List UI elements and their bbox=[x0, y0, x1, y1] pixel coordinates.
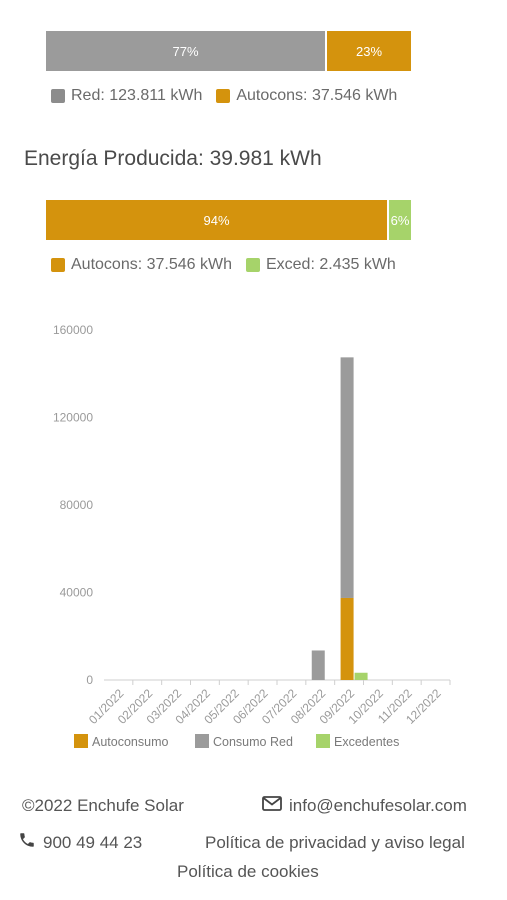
legend-item-autocons: Autocons: 37.546 kWh bbox=[51, 256, 232, 274]
consumption-legend: Red: 123.811 kWh Autocons: 37.546 kWh bbox=[51, 87, 411, 105]
legend-swatch bbox=[51, 258, 65, 272]
legend-label: Autocons: 37.546 kWh bbox=[71, 256, 232, 273]
email-text: info@enchufesolar.com bbox=[289, 796, 467, 815]
bar-consumo-red bbox=[340, 357, 354, 598]
phone-text: 900 49 44 23 bbox=[43, 832, 143, 852]
legend-label: Autocons: 37.546 kWh bbox=[236, 87, 398, 104]
chart-legend-swatch bbox=[195, 734, 209, 748]
consumption-red-segment: 77% bbox=[46, 31, 328, 71]
y-tick-label: 0 bbox=[86, 673, 93, 687]
production-title: Energía Producida: 39.981 kWh bbox=[24, 147, 322, 170]
chart-legend-swatch bbox=[74, 734, 88, 748]
chart-legend-label: Excedentes bbox=[334, 735, 399, 749]
chart-legend-swatch bbox=[316, 734, 330, 748]
production-autocons-segment: 94% bbox=[46, 200, 390, 240]
legend-swatch bbox=[245, 258, 260, 272]
chart-legend-label: Consumo Red bbox=[213, 735, 293, 749]
consumption-red-percent: 77% bbox=[172, 43, 199, 59]
copyright: ©2022 Enchufe Solar bbox=[22, 796, 184, 815]
chart-legend-label: Autoconsumo bbox=[92, 735, 168, 749]
bar-autoconsumo bbox=[340, 597, 354, 680]
production-exced-percent: 6% bbox=[390, 212, 410, 228]
legend-label: Exced: 2.435 kWh bbox=[265, 256, 396, 273]
bar-excedentes bbox=[354, 672, 368, 680]
consumption-autocons-segment: 23% bbox=[327, 31, 411, 71]
email-link[interactable]: info@enchufesolar.com bbox=[262, 796, 467, 816]
production-bar: 94% 6% bbox=[46, 200, 411, 240]
legend-item-red: Red: 123.811 kWh bbox=[51, 87, 202, 105]
bar-consumo-red bbox=[311, 650, 325, 680]
phone-icon bbox=[18, 831, 36, 854]
legend-item-exced: Exced: 2.435 kWh bbox=[245, 256, 396, 274]
legend-item-autocons: Autocons: 37.546 kWh bbox=[216, 87, 397, 105]
production-exced-segment: 6% bbox=[389, 200, 411, 240]
y-tick-label: 80000 bbox=[60, 498, 94, 512]
privacy-link[interactable]: Política de privacidad y aviso legal bbox=[205, 833, 465, 852]
legend-swatch bbox=[51, 89, 65, 103]
production-legend: Autocons: 37.546 kWh Exced: 2.435 kWh bbox=[51, 256, 410, 274]
production-autocons-percent: 94% bbox=[203, 212, 230, 228]
monthly-energy-chart: 1600001200008000040000001/202202/202203/… bbox=[53, 323, 451, 749]
cookies-link[interactable]: Política de cookies bbox=[177, 862, 319, 881]
phone-link[interactable]: 900 49 44 23 bbox=[18, 831, 142, 854]
mail-icon bbox=[262, 796, 282, 816]
y-tick-label: 120000 bbox=[53, 411, 93, 425]
y-tick-label: 40000 bbox=[60, 586, 94, 600]
consumption-autocons-percent: 23% bbox=[356, 43, 383, 59]
legend-label: Red: 123.811 kWh bbox=[71, 87, 203, 104]
legend-swatch bbox=[216, 89, 231, 103]
consumption-bar: 77% 23% bbox=[46, 31, 411, 71]
y-tick-label: 160000 bbox=[53, 323, 93, 337]
